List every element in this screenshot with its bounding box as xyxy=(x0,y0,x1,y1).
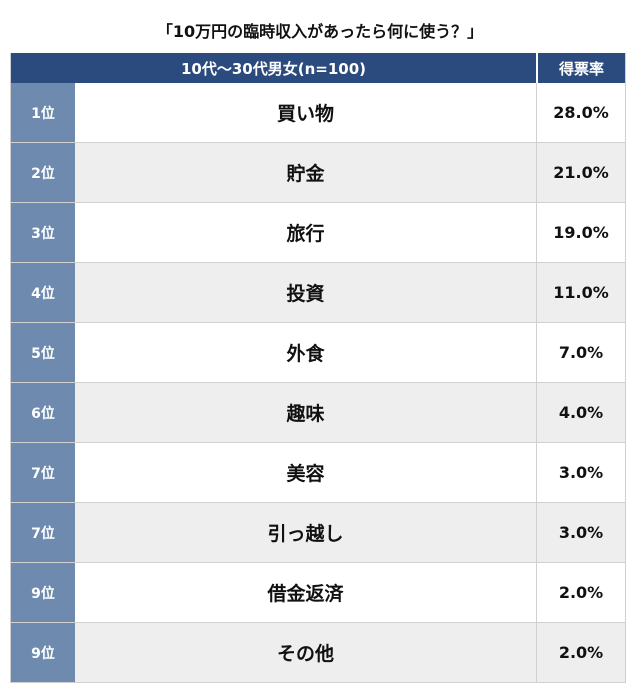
rank-cell: 3位 xyxy=(11,203,75,262)
table-row: 1位 買い物 28.0% xyxy=(11,83,625,142)
rate-cell: 3.0% xyxy=(536,443,625,502)
rank-cell: 6位 xyxy=(11,383,75,442)
header-divider xyxy=(536,53,538,83)
ranking-table: 10代〜30代男女(n=100) 得票率 1位 買い物 28.0% 2位 貯金 21.0%… xyxy=(10,53,626,683)
header-group-label: 10代〜30代男女(n=100) xyxy=(180,59,367,78)
table-row: 7位 引っ越し 3.0% xyxy=(11,502,625,562)
item-cell: 旅行 xyxy=(75,203,536,262)
rank-cell: 9位 xyxy=(11,623,75,682)
item-cell: 投資 xyxy=(75,263,536,322)
rank-cell: 2位 xyxy=(11,143,75,202)
rate-cell: 2.0% xyxy=(536,623,625,682)
item-cell: 外食 xyxy=(75,323,536,382)
item-cell: 貯金 xyxy=(75,143,536,202)
table-row: 7位 美容 3.0% xyxy=(11,442,625,502)
item-cell: 美容 xyxy=(75,443,536,502)
rank-cell: 5位 xyxy=(11,323,75,382)
rate-cell: 4.0% xyxy=(536,383,625,442)
table-header: 10代〜30代男女(n=100) 得票率 xyxy=(11,53,625,83)
rank-cell: 9位 xyxy=(11,563,75,622)
chart-title: 「10万円の臨時収入があったら何に使う？」 xyxy=(156,22,484,41)
rank-cell: 1位 xyxy=(11,83,75,142)
item-cell: 趣味 xyxy=(75,383,536,442)
rank-cell: 4位 xyxy=(11,263,75,322)
table-bottom-border xyxy=(11,682,625,683)
rate-cell: 2.0% xyxy=(536,563,625,622)
item-cell: 買い物 xyxy=(75,83,536,142)
rate-cell: 7.0% xyxy=(536,323,625,382)
rank-cell: 7位 xyxy=(11,443,75,502)
rate-cell: 21.0% xyxy=(536,143,625,202)
table-row: 6位 趣味 4.0% xyxy=(11,382,625,442)
header-rate-label: 得票率 xyxy=(558,59,604,78)
table-row: 3位 旅行 19.0% xyxy=(11,202,625,262)
table-row: 2位 貯金 21.0% xyxy=(11,142,625,202)
item-cell: 引っ越し xyxy=(75,503,536,562)
table-row: 5位 外食 7.0% xyxy=(11,322,625,382)
item-cell: その他 xyxy=(75,623,536,682)
rate-cell: 28.0% xyxy=(536,83,625,142)
table-row: 4位 投資 11.0% xyxy=(11,262,625,322)
rank-cell: 7位 xyxy=(11,503,75,562)
item-cell: 借金返済 xyxy=(75,563,536,622)
table-row: 9位 その他 2.0% xyxy=(11,622,625,682)
rate-cell: 19.0% xyxy=(536,203,625,262)
table-row: 9位 借金返済 2.0% xyxy=(11,562,625,622)
rate-cell: 3.0% xyxy=(536,503,625,562)
rate-cell: 11.0% xyxy=(536,263,625,322)
table-body: 1位 買い物 28.0% 2位 貯金 21.0% 3位 旅行 19.0% 4位 投資 11.0% 5位外… xyxy=(11,83,625,682)
